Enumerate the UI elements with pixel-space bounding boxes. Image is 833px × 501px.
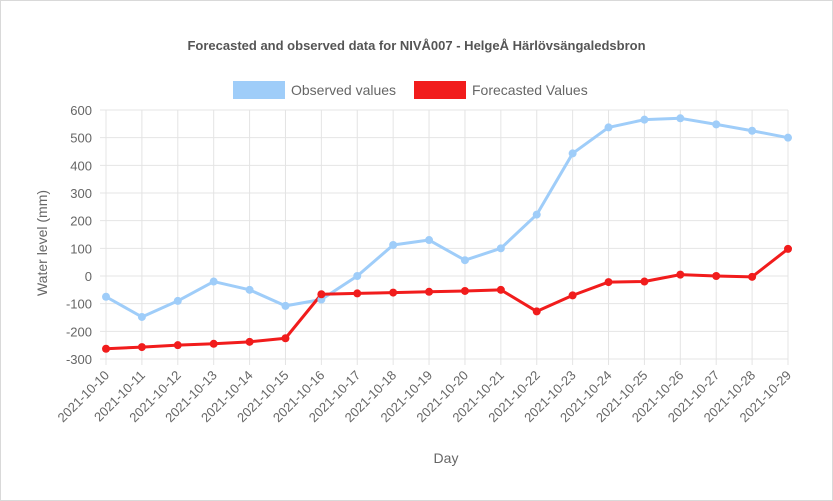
observed-data-point[interactable] bbox=[460, 256, 469, 265]
y-tick-label: -100 bbox=[66, 297, 92, 312]
observed-data-point[interactable] bbox=[389, 241, 398, 250]
legend-item-observed[interactable]: Observed values bbox=[233, 79, 396, 101]
observed-data-point[interactable] bbox=[748, 126, 757, 135]
grid-lines bbox=[100, 109, 789, 365]
forecasted-data-point[interactable] bbox=[460, 286, 469, 295]
legend-label-observed: Observed values bbox=[291, 82, 397, 98]
y-axis-ticks: 600 500 400 300 200 100 0 -100 -200 -300 bbox=[66, 103, 92, 367]
observed-data-point[interactable] bbox=[712, 120, 721, 129]
forecasted-data-point[interactable] bbox=[496, 285, 505, 294]
observed-data-point[interactable] bbox=[425, 236, 434, 245]
observed-data-point[interactable] bbox=[604, 123, 613, 132]
legend-label-forecasted: Forecasted Values bbox=[472, 82, 588, 98]
y-tick-label: -200 bbox=[66, 324, 92, 339]
observed-data-point[interactable] bbox=[209, 277, 218, 286]
chart-legend: Observed values Forecasted Values bbox=[0, 79, 833, 101]
series-lines bbox=[105, 116, 789, 351]
forecasted-series-line bbox=[105, 247, 789, 351]
y-tick-label: 500 bbox=[70, 131, 92, 146]
forecasted-data-point[interactable] bbox=[712, 272, 721, 280]
observed-data-point[interactable] bbox=[676, 114, 685, 123]
observed-data-point[interactable] bbox=[102, 292, 110, 301]
legend-swatch-forecasted bbox=[414, 81, 466, 99]
series-points bbox=[102, 114, 792, 353]
observed-series-line bbox=[105, 116, 789, 319]
forecasted-data-point[interactable] bbox=[389, 288, 398, 297]
x-axis-ticks: 2021-10-102021-10-112021-10-122021-10-13… bbox=[54, 368, 794, 426]
forecasted-data-point[interactable] bbox=[604, 278, 613, 287]
observed-data-point[interactable] bbox=[173, 296, 182, 305]
y-axis-label: Water level (mm) bbox=[34, 190, 50, 296]
observed-data-point[interactable] bbox=[640, 115, 649, 124]
y-tick-label: 600 bbox=[70, 103, 92, 118]
forecasted-data-point[interactable] bbox=[568, 291, 577, 300]
y-tick-label: -300 bbox=[66, 352, 92, 367]
observed-data-point[interactable] bbox=[353, 272, 362, 280]
observed-data-point[interactable] bbox=[496, 244, 505, 253]
y-tick-label: 200 bbox=[70, 214, 92, 229]
forecasted-data-point[interactable] bbox=[102, 344, 110, 353]
observed-data-point[interactable] bbox=[568, 149, 577, 158]
observed-data-point[interactable] bbox=[784, 133, 792, 142]
forecasted-data-point[interactable] bbox=[425, 287, 434, 296]
forecasted-data-point[interactable] bbox=[640, 277, 649, 286]
forecasted-data-point[interactable] bbox=[137, 343, 146, 352]
forecasted-data-point[interactable] bbox=[209, 339, 218, 348]
y-tick-label: 400 bbox=[70, 158, 92, 173]
forecasted-data-point[interactable] bbox=[784, 244, 792, 253]
observed-data-point[interactable] bbox=[281, 301, 290, 310]
observed-data-point[interactable] bbox=[532, 210, 541, 219]
observed-data-point[interactable] bbox=[137, 312, 146, 321]
chart-title: Forecasted and observed data for NIVÅ007… bbox=[187, 38, 646, 53]
forecasted-data-point[interactable] bbox=[245, 337, 254, 346]
y-tick-label: 0 bbox=[85, 269, 92, 284]
forecasted-data-point[interactable] bbox=[676, 270, 685, 279]
forecasted-data-point[interactable] bbox=[281, 334, 290, 343]
forecasted-data-point[interactable] bbox=[748, 272, 757, 281]
forecasted-data-point[interactable] bbox=[532, 307, 541, 316]
y-tick-label: 100 bbox=[70, 241, 92, 256]
legend-swatch-observed bbox=[233, 81, 285, 99]
x-axis-label: Day bbox=[434, 450, 459, 466]
observed-data-point[interactable] bbox=[245, 285, 254, 294]
forecasted-data-point[interactable] bbox=[173, 341, 182, 350]
forecasted-data-point[interactable] bbox=[353, 289, 362, 298]
legend-item-forecasted[interactable]: Forecasted Values bbox=[414, 79, 588, 101]
y-tick-label: 300 bbox=[70, 186, 92, 201]
forecasted-data-point[interactable] bbox=[317, 290, 326, 299]
